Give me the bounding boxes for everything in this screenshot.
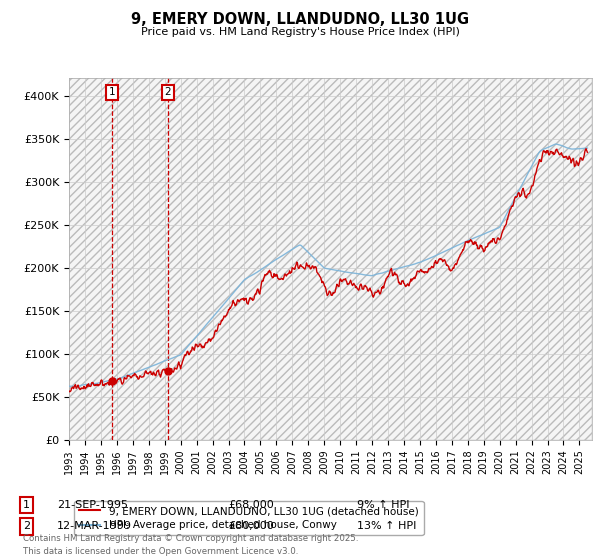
Text: 9, EMERY DOWN, LLANDUDNO, LL30 1UG: 9, EMERY DOWN, LLANDUDNO, LL30 1UG <box>131 12 469 27</box>
Text: £80,000: £80,000 <box>228 521 274 531</box>
Text: £68,000: £68,000 <box>228 500 274 510</box>
Legend: 9, EMERY DOWN, LLANDUDNO, LL30 1UG (detached house), HPI: Average price, detache: 9, EMERY DOWN, LLANDUDNO, LL30 1UG (deta… <box>74 501 424 535</box>
Text: 21-SEP-1995: 21-SEP-1995 <box>57 500 128 510</box>
Bar <box>69 78 592 440</box>
Text: 1: 1 <box>109 87 116 97</box>
Text: Price paid vs. HM Land Registry's House Price Index (HPI): Price paid vs. HM Land Registry's House … <box>140 27 460 38</box>
Text: 13% ↑ HPI: 13% ↑ HPI <box>357 521 416 531</box>
Text: 2: 2 <box>164 87 171 97</box>
Text: 1: 1 <box>23 500 30 510</box>
Text: 12-MAR-1999: 12-MAR-1999 <box>57 521 132 531</box>
Text: 2: 2 <box>23 521 30 531</box>
Text: Contains HM Land Registry data © Crown copyright and database right 2025.
This d: Contains HM Land Registry data © Crown c… <box>23 534 358 556</box>
Text: 9% ↑ HPI: 9% ↑ HPI <box>357 500 409 510</box>
